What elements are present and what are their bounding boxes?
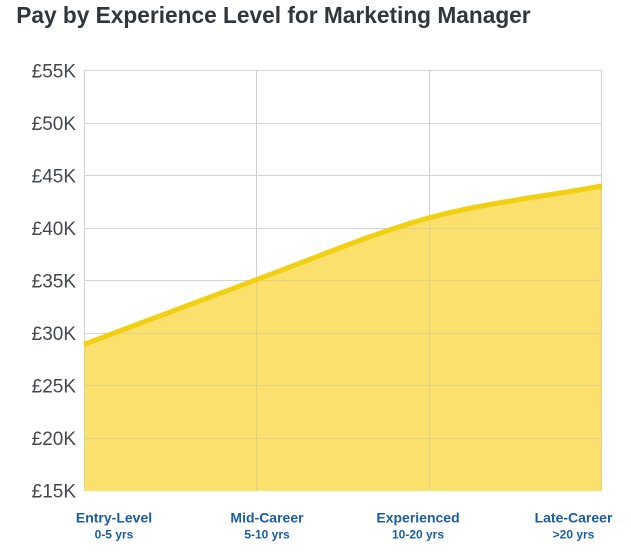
- svg-text:Mid-Career: Mid-Career: [230, 510, 304, 526]
- svg-text:£45K: £45K: [32, 166, 77, 187]
- svg-text:£30K: £30K: [32, 324, 77, 345]
- svg-text:Experienced: Experienced: [376, 510, 459, 526]
- svg-text:5-10 yrs: 5-10 yrs: [244, 528, 290, 542]
- svg-text:>20 yrs: >20 yrs: [553, 528, 595, 542]
- svg-text:Entry-Level: Entry-Level: [76, 510, 152, 526]
- svg-text:10-20 yrs: 10-20 yrs: [392, 528, 444, 542]
- svg-text:£50K: £50K: [32, 114, 77, 135]
- svg-text:0-5 yrs: 0-5 yrs: [95, 528, 134, 542]
- svg-text:£55K: £55K: [32, 61, 77, 82]
- svg-text:£25K: £25K: [32, 376, 77, 397]
- svg-text:Late-Career: Late-Career: [535, 510, 613, 526]
- svg-text:£40K: £40K: [32, 219, 77, 240]
- svg-text:£15K: £15K: [32, 481, 77, 502]
- svg-text:£35K: £35K: [32, 271, 77, 292]
- svg-text:£20K: £20K: [32, 429, 77, 450]
